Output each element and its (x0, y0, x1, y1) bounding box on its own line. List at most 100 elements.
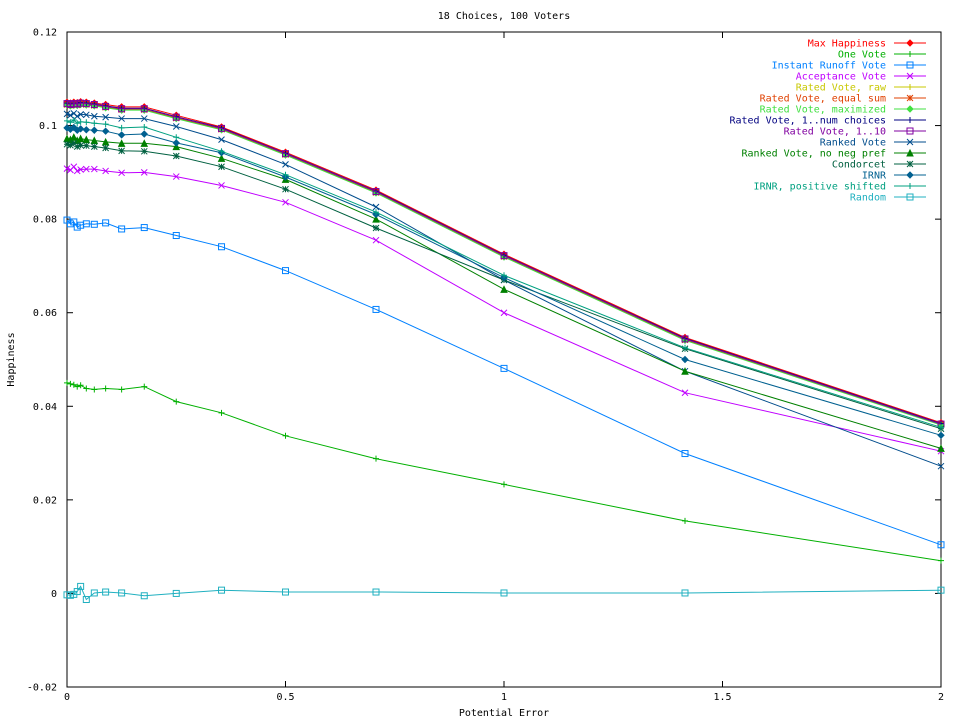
data-point (218, 148, 225, 155)
data-point (501, 481, 507, 488)
data-point (73, 167, 81, 175)
data-point (77, 166, 84, 173)
data-point (373, 455, 380, 462)
data-point (172, 232, 180, 240)
y-axis-label: Happiness (6, 332, 17, 386)
data-point (937, 444, 945, 452)
x-tick-label: 0 (64, 692, 70, 703)
legend-label: Acceptance Vote (796, 72, 886, 83)
data-point (140, 147, 148, 155)
data-point (102, 385, 109, 392)
data-point (63, 110, 71, 118)
data-point (74, 120, 81, 127)
data-point (82, 165, 90, 173)
data-point (907, 51, 913, 57)
data-point (500, 589, 508, 597)
data-point (91, 120, 98, 127)
series (63, 582, 945, 604)
legend-item: Rated Vote, 1..10 (784, 127, 926, 138)
data-point (937, 586, 945, 594)
data-point (70, 163, 78, 171)
data-point (372, 215, 380, 223)
y-tick-label: 0.1 (39, 121, 57, 132)
data-point (906, 138, 914, 146)
data-point (117, 131, 126, 139)
y-tick-label: 0 (51, 589, 57, 600)
data-point (937, 541, 945, 549)
legend-item: Max Happiness (808, 39, 926, 50)
data-point (372, 305, 380, 313)
data-point (500, 252, 508, 260)
data-point (140, 115, 148, 122)
data-point (282, 161, 289, 168)
data-point (681, 589, 689, 597)
data-point (218, 136, 225, 143)
data-point (82, 126, 91, 134)
data-point (70, 116, 77, 123)
data-point (82, 220, 90, 228)
legend-label: IRNR (862, 171, 887, 182)
data-point (82, 142, 90, 150)
data-point (282, 198, 289, 206)
data-point (218, 586, 226, 594)
y-tick-label: 0.06 (33, 308, 57, 319)
data-point (63, 165, 71, 172)
data-point (681, 367, 689, 375)
data-point (173, 398, 180, 405)
data-point (373, 209, 380, 216)
data-point (372, 236, 380, 244)
data-point (172, 589, 180, 597)
data-point (77, 110, 84, 118)
data-point (282, 432, 289, 439)
legend-label: Rated Vote, 1..num choices (729, 116, 886, 127)
series-line (66, 219, 942, 546)
data-point (906, 127, 914, 135)
data-point (101, 137, 110, 146)
data-point (90, 589, 98, 597)
data-point (218, 243, 226, 251)
data-point (141, 383, 148, 390)
data-point (681, 389, 689, 397)
legend-item: Random (850, 193, 926, 204)
data-point (500, 364, 508, 372)
data-point (102, 219, 110, 227)
legend-item: Rated Vote, raw (796, 83, 926, 94)
series (63, 133, 945, 452)
data-point (82, 100, 90, 108)
data-point (90, 112, 98, 120)
data-point (282, 185, 289, 193)
legend-label: Rated Vote, equal sum (760, 94, 886, 105)
legend-item: Rated Vote, 1..num choices (729, 116, 926, 127)
data-point (76, 134, 85, 143)
data-point (906, 61, 914, 69)
data-point (77, 382, 84, 389)
data-point (282, 267, 289, 275)
series (64, 116, 944, 431)
series (63, 99, 945, 428)
data-point (372, 203, 380, 211)
data-point (681, 355, 689, 364)
data-point (102, 102, 110, 110)
data-point (102, 144, 109, 152)
data-point (118, 147, 125, 155)
data-point (90, 101, 98, 109)
legend-label: One Vote (838, 50, 886, 61)
data-point (172, 173, 180, 180)
legend-label: Max Happiness (808, 39, 886, 50)
data-point (140, 169, 148, 176)
data-point (906, 193, 914, 201)
data-point (907, 183, 913, 189)
data-point (140, 224, 148, 232)
data-point (906, 94, 914, 102)
data-point (906, 105, 914, 113)
data-point (64, 379, 70, 386)
data-point (282, 588, 289, 596)
data-point (140, 592, 148, 600)
series (63, 216, 945, 549)
data-point (102, 588, 110, 596)
chart-title: 18 Choices, 100 Voters (438, 11, 570, 22)
data-point (73, 143, 81, 150)
legend-label: Condorcet (832, 160, 886, 171)
data-point (501, 272, 507, 279)
